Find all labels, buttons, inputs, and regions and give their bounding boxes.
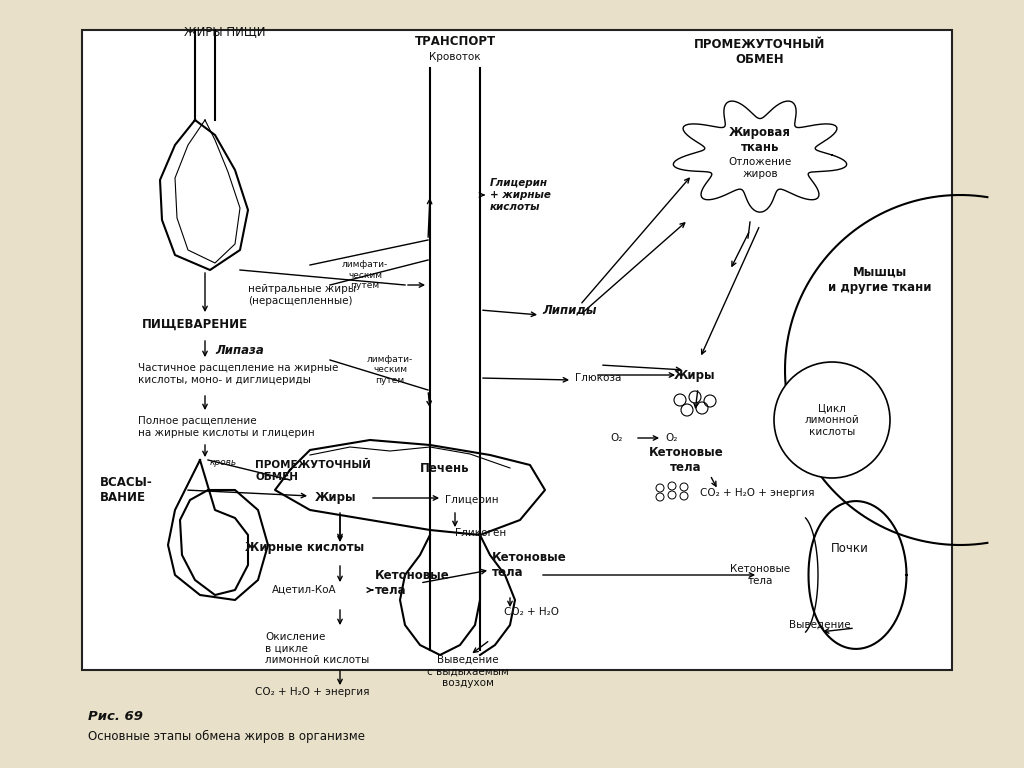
Text: Отложение
жиров: Отложение жиров [728,157,792,179]
Polygon shape [674,101,847,212]
Text: Полное расщепление
на жирные кислоты и глицерин: Полное расщепление на жирные кислоты и г… [138,416,314,438]
Text: Кровоток: Кровоток [429,52,481,62]
Text: Печень: Печень [420,462,470,475]
Text: CO₂ + H₂O + энергия: CO₂ + H₂O + энергия [255,687,370,697]
Text: Жиры: Жиры [315,492,356,505]
Text: Частичное расщепление на жирные
кислоты, моно- и диглицериды: Частичное расщепление на жирные кислоты,… [138,363,338,385]
Text: Кетоновые
тела: Кетоновые тела [492,551,566,579]
Polygon shape [275,440,545,535]
Polygon shape [809,501,906,649]
Text: Окисление
в цикле
лимонной кислоты: Окисление в цикле лимонной кислоты [265,632,370,665]
Text: Мышцы
и другие ткани: Мышцы и другие ткани [828,266,932,294]
FancyBboxPatch shape [82,30,952,670]
Circle shape [774,362,890,478]
Text: Глюкоза: Глюкоза [575,373,622,383]
Text: Рис. 69: Рис. 69 [88,710,143,723]
Text: Глицерин
+ жирные
кислоты: Глицерин + жирные кислоты [490,178,551,212]
Text: Жировая
ткань: Жировая ткань [729,126,791,154]
Text: Глицерин: Глицерин [445,495,499,505]
Text: ПРОМЕЖУТОЧНЫЙ
ОБМЕН: ПРОМЕЖУТОЧНЫЙ ОБМЕН [255,460,371,482]
Text: Липаза: Липаза [215,343,264,356]
Text: CO₂ + H₂O: CO₂ + H₂O [504,607,559,617]
Text: кровь: кровь [210,458,238,467]
Text: лимфати-
ческим
путем: лимфати- ческим путем [342,260,388,290]
Text: ПИЩЕВАРЕНИЕ: ПИЩЕВАРЕНИЕ [142,318,248,331]
Text: Основные этапы обмена жиров в организме: Основные этапы обмена жиров в организме [88,730,365,743]
Text: Почки: Почки [831,541,869,554]
Text: Гликоген: Гликоген [455,528,506,538]
Text: Выведение: Выведение [790,620,851,630]
Text: Липиды: Липиды [542,303,597,316]
Text: Ацетил-КоА: Ацетил-КоА [272,585,337,595]
Text: O₂: O₂ [610,433,624,443]
Text: нейтральные жиры
(нерасщепленные): нейтральные жиры (нерасщепленные) [248,284,356,306]
Text: O₂: O₂ [666,433,678,443]
Text: Кетоновые
тела: Кетоновые тела [730,564,791,586]
Text: Цикл
лимонной
кислоты: Цикл лимонной кислоты [805,403,859,436]
Text: лимфати-
ческим
путем: лимфати- ческим путем [367,355,413,385]
Text: ПРОМЕЖУТОЧНЫЙ
ОБМЕН: ПРОМЕЖУТОЧНЫЙ ОБМЕН [694,38,825,66]
Text: ВСАСЫ-
ВАНИЕ: ВСАСЫ- ВАНИЕ [100,476,153,504]
Text: Жирные кислоты: Жирные кислоты [245,541,365,554]
Text: ТРАНСПОРТ: ТРАНСПОРТ [415,35,496,48]
Text: Выведение
с выдыхаемым
воздухом: Выведение с выдыхаемым воздухом [427,655,509,688]
Text: Жиры: Жиры [674,369,716,382]
Text: Кетоновые
тела: Кетоновые тела [375,569,450,597]
Text: Кетоновые
тела: Кетоновые тела [648,446,723,474]
Text: CO₂ + H₂O + энергия: CO₂ + H₂O + энергия [700,488,814,498]
Text: ЖИРЫ ПИЩИ: ЖИРЫ ПИЩИ [184,25,266,38]
